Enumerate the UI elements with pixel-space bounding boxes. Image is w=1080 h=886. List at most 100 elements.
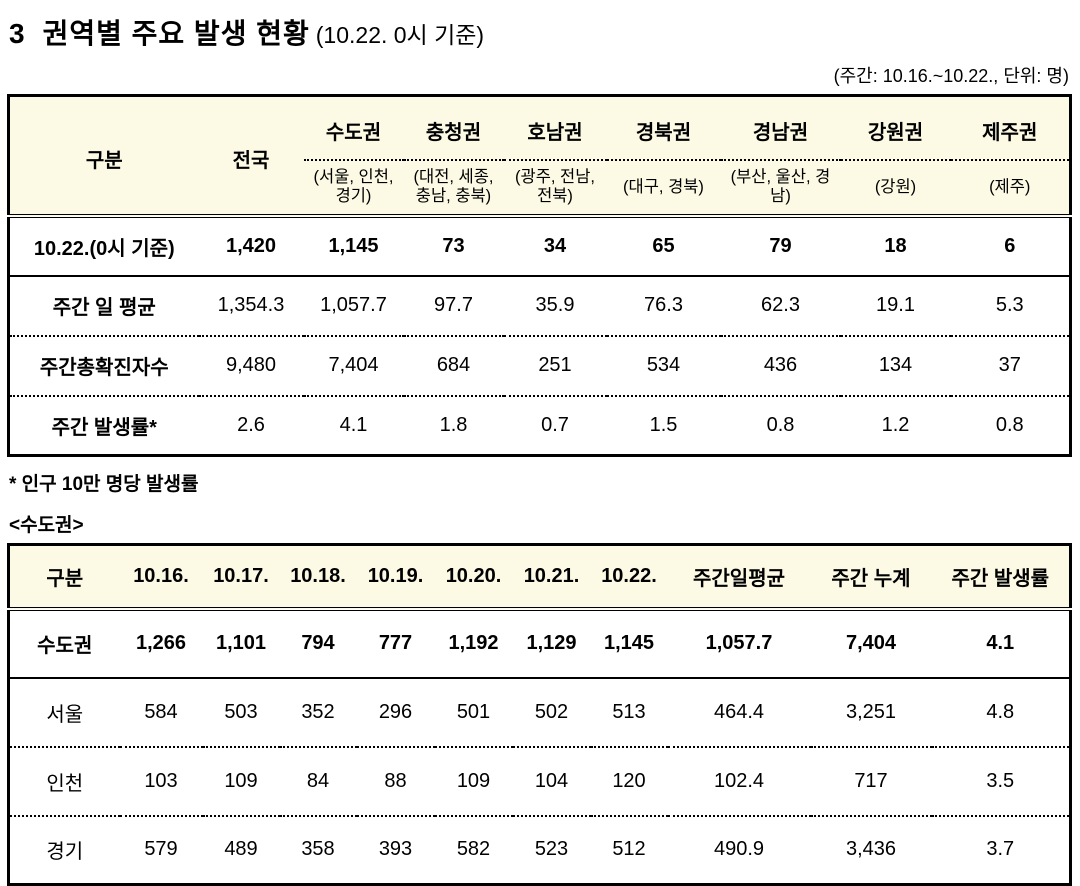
table-cell: 1.5 (649, 413, 678, 436)
row-label: 주간 발생률* (51, 416, 157, 439)
row-label: 주간 일 평균 (8, 275, 199, 337)
table-cell: 3.7 (986, 838, 1015, 861)
table-cell: 109 (434, 746, 513, 817)
table1-header-region-detail: (대구, 경북) (606, 159, 721, 218)
table1-header-region: 제주권 (950, 95, 1071, 161)
table2-header-cell: 주간 발생률 (931, 544, 1071, 611)
capital-region-section-label: <수도권> (9, 515, 84, 536)
table2-header-cell: 10.19. (356, 544, 435, 611)
table-cell: 84 (279, 746, 357, 817)
incidence-rate-footnote: * 인구 10만 명당 발생률 (9, 474, 199, 495)
table2-header-cell: 10.16. (119, 544, 203, 611)
table-cell: 489 (224, 838, 258, 861)
table-cell: 436 (720, 335, 841, 397)
table-cell: 296 (356, 677, 435, 748)
table-cell: 0.8 (766, 413, 795, 436)
table-cell: 37 (950, 335, 1071, 397)
table1-header-region: 경북권 (606, 95, 721, 161)
table1-header-region-detail: (대전, 세종, 충남, 충북) (403, 159, 504, 218)
table-cell: 1,266 (119, 608, 203, 679)
table1-header-region-detail: (서울, 인천, 경기) (303, 159, 404, 218)
table1-header-region-detail: (강원) (840, 159, 951, 218)
table-cell: 3.5 (931, 746, 1071, 817)
table-cell: 1,145 (303, 215, 404, 277)
table2-header-cell: 10.22. (590, 544, 668, 611)
table-cell: 4.1 (339, 413, 368, 436)
table2-header-cell: 구분 (8, 544, 120, 611)
table1-header-region: 경남권 (720, 95, 841, 161)
table-cell: 1.8 (439, 413, 468, 436)
capital-region-daily-table: 구분 10.16. 10.17. 10.18. 10.19. 10.20. 10… (7, 543, 1072, 886)
table-cell: 717 (810, 746, 932, 817)
table-cell: 501 (434, 677, 513, 748)
period-unit-note: (주간: 10.16.~10.22., 단위: 명) (833, 66, 1069, 86)
table1-corner-header: 구분 (8, 95, 199, 218)
table-cell: 4.8 (931, 677, 1071, 748)
table-cell: 251 (503, 335, 607, 397)
table-cell: 6 (950, 215, 1071, 277)
table-cell: 1,101 (202, 608, 280, 679)
table2-header-cell: 10.20. (434, 544, 513, 611)
table1-header-region-detail: (제주) (950, 159, 1071, 218)
table-cell: 502 (512, 677, 591, 748)
table-cell: 97.7 (403, 275, 504, 337)
table-cell: 1,057.7 (667, 608, 811, 679)
table-cell: 777 (356, 608, 435, 679)
table-cell: 393 (378, 838, 413, 861)
table-row: 10.22.(0시 기준) 1,420 1,145 73 34 65 79 18… (8, 215, 1071, 277)
table-cell: 352 (279, 677, 357, 748)
table-cell: 534 (606, 335, 721, 397)
table1-header-region: 충청권 (403, 95, 504, 161)
table-cell: 1,420 (198, 215, 304, 277)
table-cell: 3,436 (845, 838, 897, 861)
table-cell: 582 (456, 838, 491, 861)
table2-header-cell: 10.18. (279, 544, 357, 611)
table-cell: 1,057.7 (303, 275, 404, 337)
table2-header-cell: 주간일평균 (667, 544, 811, 611)
row-label: 10.22.(0시 기준) (8, 215, 199, 277)
table-cell: 0.8 (995, 413, 1024, 436)
table-cell: 512 (612, 838, 646, 861)
table-cell: 18 (840, 215, 951, 277)
regional-summary-table: 구분 전국 수도권 충청권 호남권 경북권 경남권 강원권 제주권 (서울, 인… (7, 94, 1072, 457)
page-title: 3 권역별 주요 발생 현황 (10.22. 0시 기준) (7, 8, 1073, 54)
table1-header-region: 강원권 (840, 95, 951, 161)
table-cell: 102.4 (667, 746, 811, 817)
row-label: 서울 (8, 677, 120, 748)
table-cell: 9,480 (198, 335, 304, 397)
table-row: 인천 103 109 84 88 109 104 120 102.4 717 3… (8, 746, 1071, 817)
table-cell: 109 (202, 746, 280, 817)
table-cell: 76.3 (606, 275, 721, 337)
table-cell: 1,145 (590, 608, 668, 679)
table-cell: 1,354.3 (198, 275, 304, 337)
table-cell: 490.9 (713, 838, 765, 861)
table1-header-region: 호남권 (503, 95, 607, 161)
table-cell: 104 (512, 746, 591, 817)
table-row: 수도권 1,266 1,101 794 777 1,192 1,129 1,14… (8, 608, 1071, 679)
table-cell: 73 (403, 215, 504, 277)
table-cell: 1,129 (512, 608, 591, 679)
table-row: 서울 584 503 352 296 501 502 513 464.4 3,2… (8, 677, 1071, 748)
table-cell: 523 (534, 838, 569, 861)
table-cell: 0.7 (541, 413, 569, 436)
table-cell: 794 (279, 608, 357, 679)
row-label: 경기 (46, 841, 84, 864)
table2-header-cell: 10.21. (512, 544, 591, 611)
table-cell: 120 (590, 746, 668, 817)
table-cell: 513 (590, 677, 668, 748)
table-cell: 35.9 (503, 275, 607, 337)
table-cell: 584 (119, 677, 203, 748)
section-number: 3 (9, 18, 25, 49)
table-cell: 4.1 (931, 608, 1071, 679)
row-label: 수도권 (8, 608, 120, 679)
row-label: 인천 (8, 746, 120, 817)
table-row: 주간 일 평균 1,354.3 1,057.7 97.7 35.9 76.3 6… (8, 275, 1071, 337)
table-cell: 103 (119, 746, 203, 817)
table-cell: 2.6 (237, 413, 265, 436)
table1-header-national: 전국 (198, 95, 304, 218)
table-cell: 358 (301, 838, 335, 861)
table-cell: 34 (503, 215, 607, 277)
table-cell: 579 (144, 838, 178, 861)
table1-header-region: 수도권 (303, 95, 404, 161)
